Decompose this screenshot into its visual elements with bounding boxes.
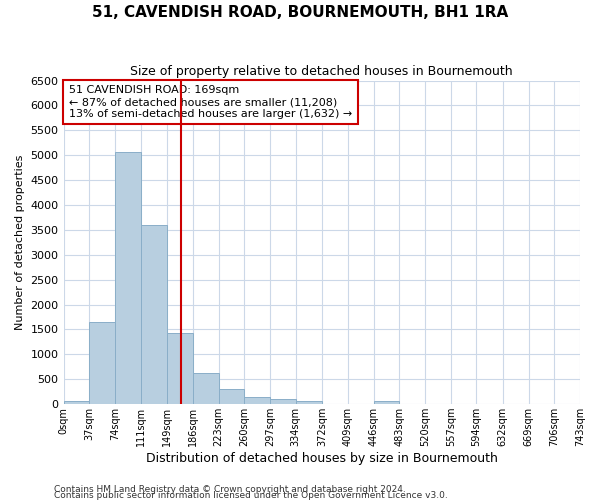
Bar <box>244 396 270 404</box>
Y-axis label: Number of detached properties: Number of detached properties <box>15 154 25 330</box>
Bar <box>374 402 399 404</box>
Bar <box>89 322 115 404</box>
Text: Contains public sector information licensed under the Open Government Licence v3: Contains public sector information licen… <box>54 492 448 500</box>
Text: 51 CAVENDISH ROAD: 169sqm
← 87% of detached houses are smaller (11,208)
13% of s: 51 CAVENDISH ROAD: 169sqm ← 87% of detac… <box>69 86 352 118</box>
Text: Contains HM Land Registry data © Crown copyright and database right 2024.: Contains HM Land Registry data © Crown c… <box>54 486 406 494</box>
Bar <box>167 334 193 404</box>
Bar <box>64 400 89 404</box>
Bar <box>218 390 244 404</box>
Bar <box>115 152 140 404</box>
Text: 51, CAVENDISH ROAD, BOURNEMOUTH, BH1 1RA: 51, CAVENDISH ROAD, BOURNEMOUTH, BH1 1RA <box>92 5 508 20</box>
Bar <box>140 226 167 404</box>
X-axis label: Distribution of detached houses by size in Bournemouth: Distribution of detached houses by size … <box>146 452 498 465</box>
Bar <box>296 402 322 404</box>
Bar <box>193 374 218 404</box>
Title: Size of property relative to detached houses in Bournemouth: Size of property relative to detached ho… <box>130 65 513 78</box>
Bar <box>270 399 296 404</box>
